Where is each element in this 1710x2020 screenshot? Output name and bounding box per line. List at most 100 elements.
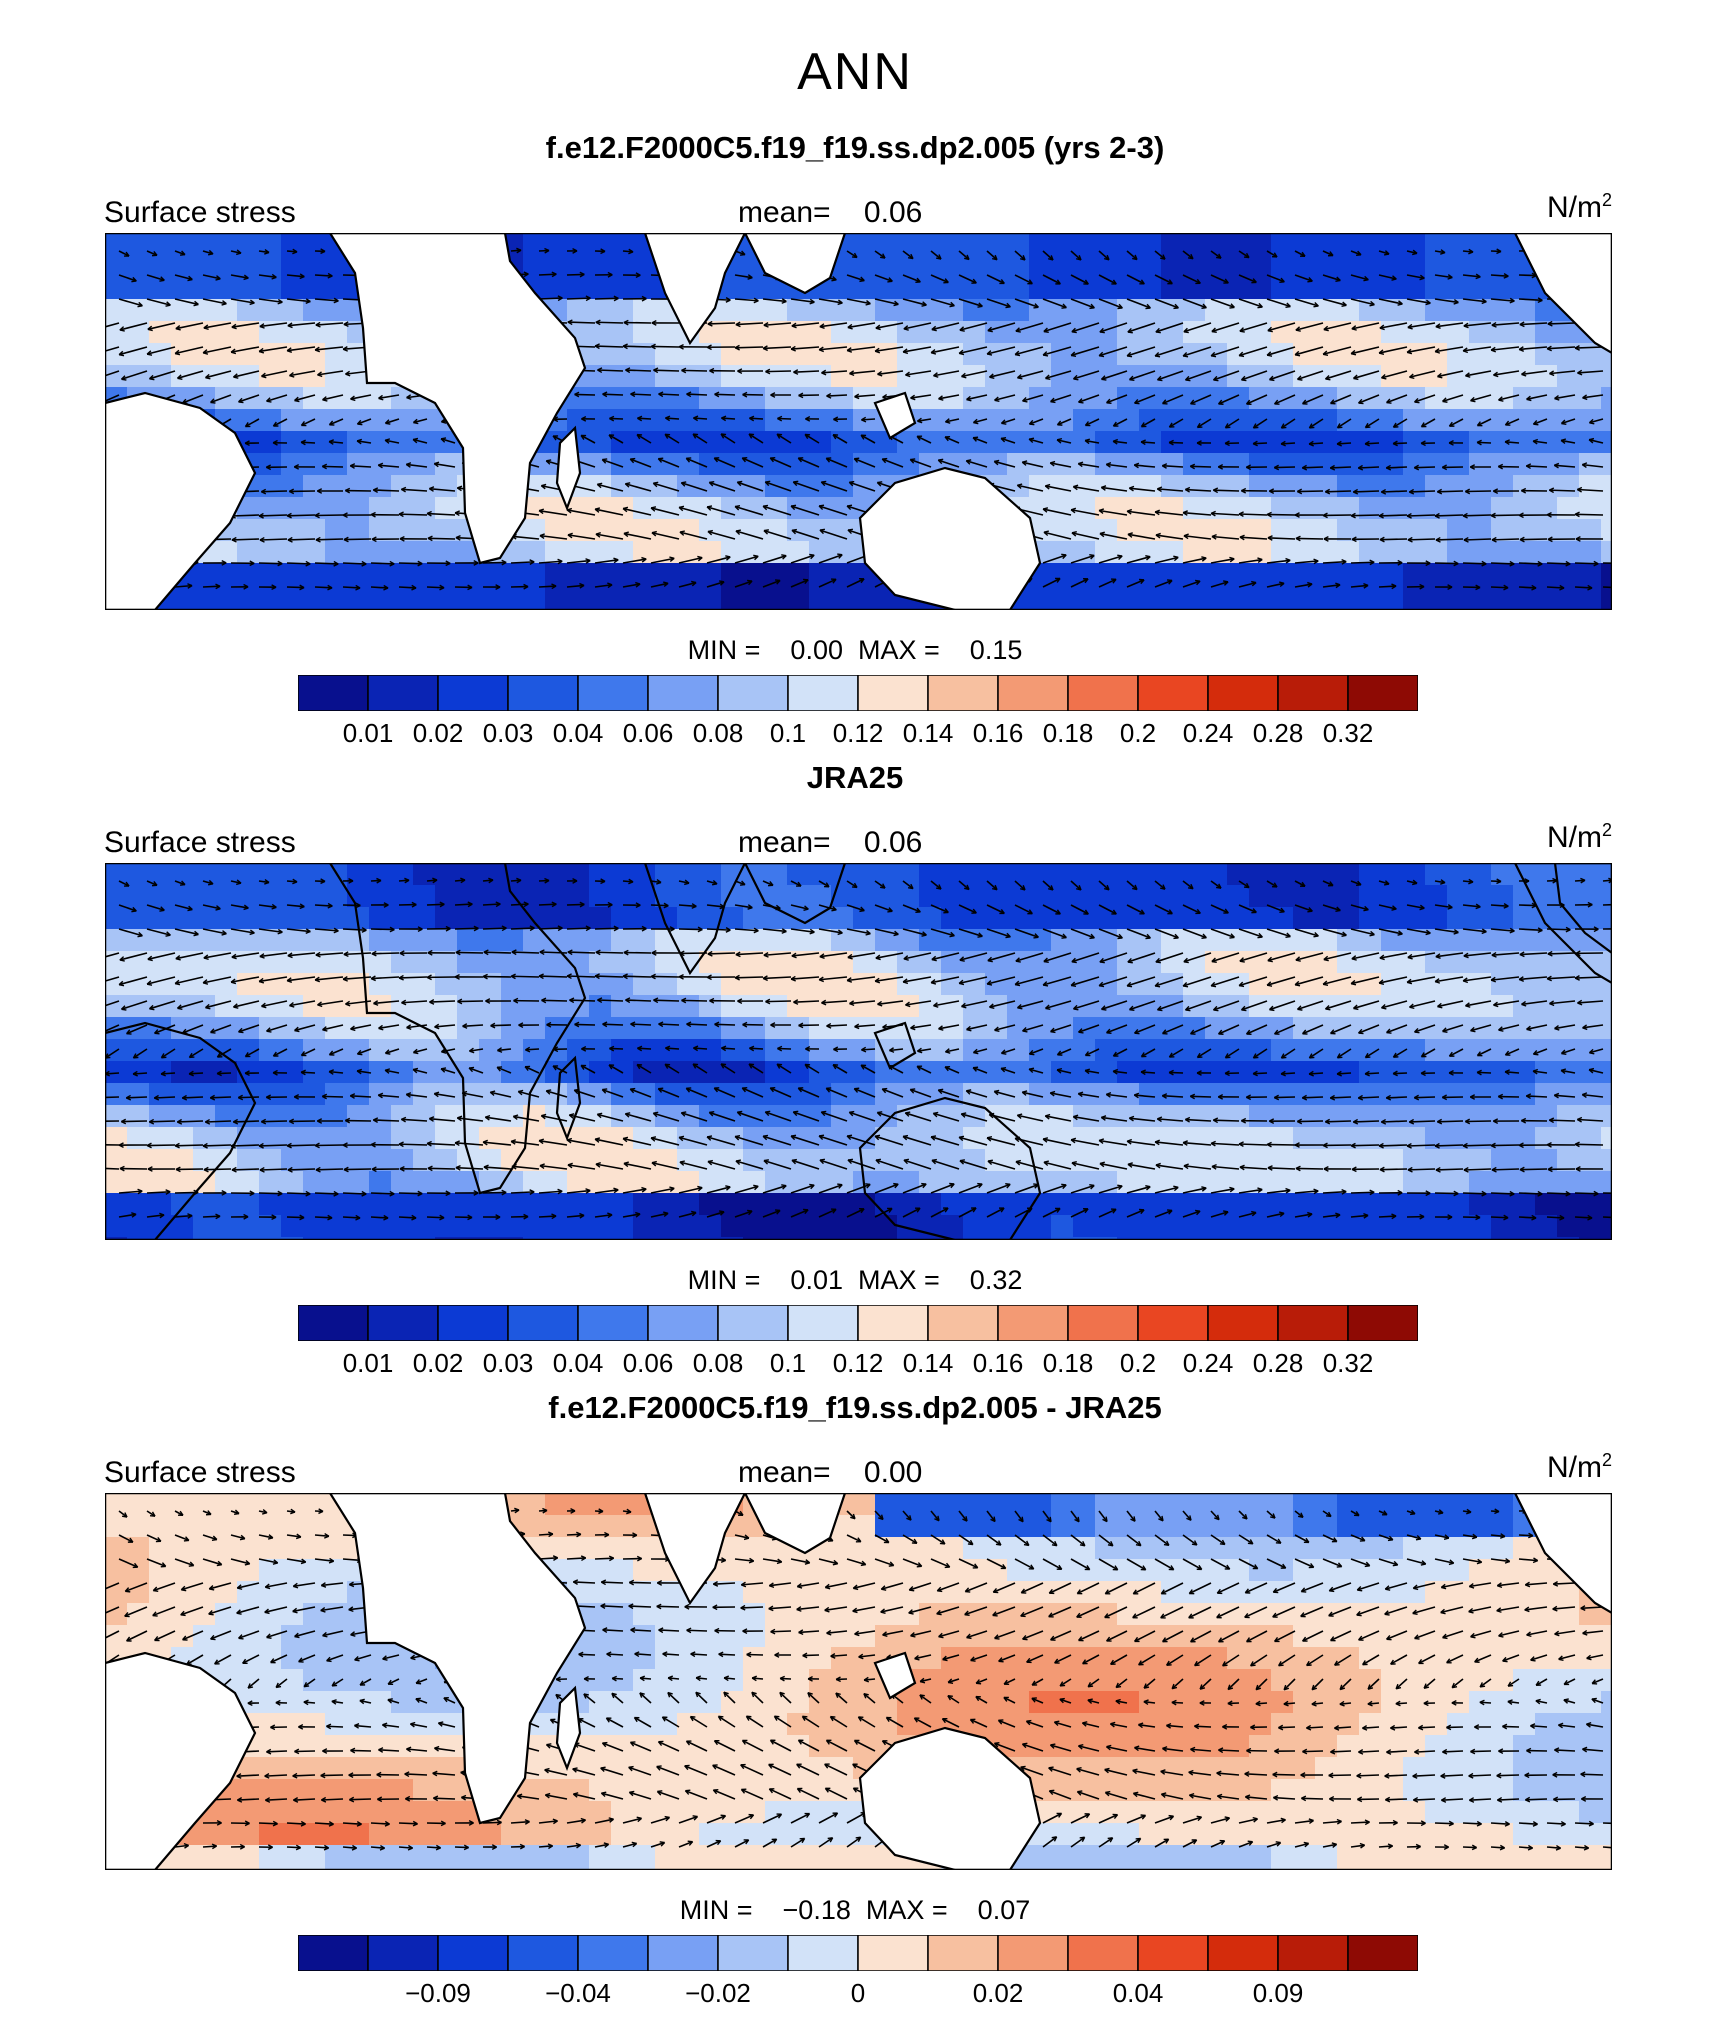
field-cell xyxy=(391,563,414,586)
field-cell xyxy=(809,343,832,366)
field-cell xyxy=(1337,885,1360,908)
field-cell xyxy=(1161,563,1184,586)
field-cell xyxy=(589,863,612,886)
field-cell xyxy=(1469,1149,1492,1172)
field-cell xyxy=(611,387,634,410)
stress-vector xyxy=(1190,466,1211,467)
field-cell xyxy=(1513,973,1536,996)
field-cell xyxy=(1381,563,1404,586)
field-cell xyxy=(1161,233,1184,256)
min-max-readout: MIN = 0.00 MAX = 0.15 xyxy=(0,635,1710,666)
field-cell xyxy=(809,387,832,410)
field-cell xyxy=(1271,585,1294,608)
field-cell xyxy=(1095,497,1118,520)
field-cell xyxy=(1227,321,1250,344)
field-cell xyxy=(479,995,502,1018)
field-cell xyxy=(809,409,832,432)
stress-vector xyxy=(315,515,343,516)
colorbar-tick-label: 0.32 xyxy=(1323,718,1374,749)
field-cell xyxy=(633,1193,656,1216)
field-cell xyxy=(325,973,348,996)
field-cell xyxy=(105,343,128,366)
field-cell xyxy=(1205,885,1228,908)
field-cell xyxy=(1227,907,1250,930)
field-cell xyxy=(127,973,150,996)
field-cell xyxy=(413,1127,436,1150)
stress-vector xyxy=(1491,563,1514,564)
stress-vector xyxy=(1414,467,1435,468)
field-cell xyxy=(435,563,458,586)
field-cell xyxy=(611,1215,634,1238)
field-cell xyxy=(1601,409,1612,432)
field-cell xyxy=(1447,863,1470,886)
field-cell xyxy=(1535,1149,1558,1172)
field-cell xyxy=(1183,1127,1206,1150)
field-cell xyxy=(1513,563,1536,586)
field-cell xyxy=(391,929,414,952)
field-cell xyxy=(1425,409,1448,432)
field-cell xyxy=(1051,1039,1074,1062)
field-cell xyxy=(1051,343,1074,366)
field-cell xyxy=(1271,233,1294,256)
stress-vector xyxy=(659,394,679,395)
stress-vector xyxy=(1296,538,1323,539)
field-cell xyxy=(1579,1017,1602,1040)
field-cell xyxy=(1183,497,1206,520)
field-cell xyxy=(215,1193,238,1216)
field-cell xyxy=(1447,233,1470,256)
field-cell xyxy=(1601,1127,1612,1150)
stress-vector xyxy=(659,1024,679,1025)
field-cell xyxy=(853,453,876,476)
field-cell xyxy=(1535,995,1558,1018)
field-cell xyxy=(215,585,238,608)
field-cell xyxy=(611,299,634,322)
field-cell xyxy=(127,321,150,344)
field-cell xyxy=(765,343,788,366)
stress-vector xyxy=(735,977,763,978)
field-cell xyxy=(1359,343,1382,366)
field-cell xyxy=(479,1127,502,1150)
field-cell xyxy=(765,365,788,388)
field-cell xyxy=(281,907,304,930)
stress-vector xyxy=(715,394,735,395)
field-cell xyxy=(105,1193,128,1216)
field-cell xyxy=(1051,475,1074,498)
field-cell xyxy=(853,387,876,410)
field-cell xyxy=(1381,255,1404,278)
field-cell xyxy=(1139,1127,1162,1150)
field-cell xyxy=(105,863,128,886)
field-cell xyxy=(919,1105,942,1128)
field-cell xyxy=(1359,519,1382,542)
field-cell xyxy=(1337,475,1360,498)
field-cell xyxy=(567,863,590,886)
field-cell xyxy=(765,431,788,454)
field-cell xyxy=(721,585,744,608)
field-cell xyxy=(875,1171,898,1194)
field-cell xyxy=(1337,387,1360,410)
field-cell xyxy=(589,1215,612,1238)
field-cell xyxy=(1183,1105,1206,1128)
field-cell xyxy=(1051,1105,1074,1128)
colorbar-swatch xyxy=(368,675,438,711)
field-cell xyxy=(281,585,304,608)
field-cell xyxy=(281,299,304,322)
field-cell xyxy=(1557,995,1580,1018)
colorbar-swatch xyxy=(1068,675,1138,711)
field-cell xyxy=(259,453,282,476)
field-cell xyxy=(1249,299,1272,322)
field-cell xyxy=(501,1083,524,1106)
stress-vector xyxy=(484,952,511,953)
field-cell xyxy=(809,365,832,388)
field-cell xyxy=(1535,453,1558,476)
field-cell xyxy=(963,343,986,366)
field-cell xyxy=(325,563,348,586)
colorbar-tick-label: 0.14 xyxy=(903,718,954,749)
field-cell xyxy=(325,541,348,564)
field-cell xyxy=(963,365,986,388)
field-cell xyxy=(1139,475,1162,498)
field-cell xyxy=(919,365,942,388)
field-cell xyxy=(1227,563,1250,586)
field-cell xyxy=(215,343,238,366)
field-cell xyxy=(567,541,590,564)
stress-vector xyxy=(483,562,506,563)
